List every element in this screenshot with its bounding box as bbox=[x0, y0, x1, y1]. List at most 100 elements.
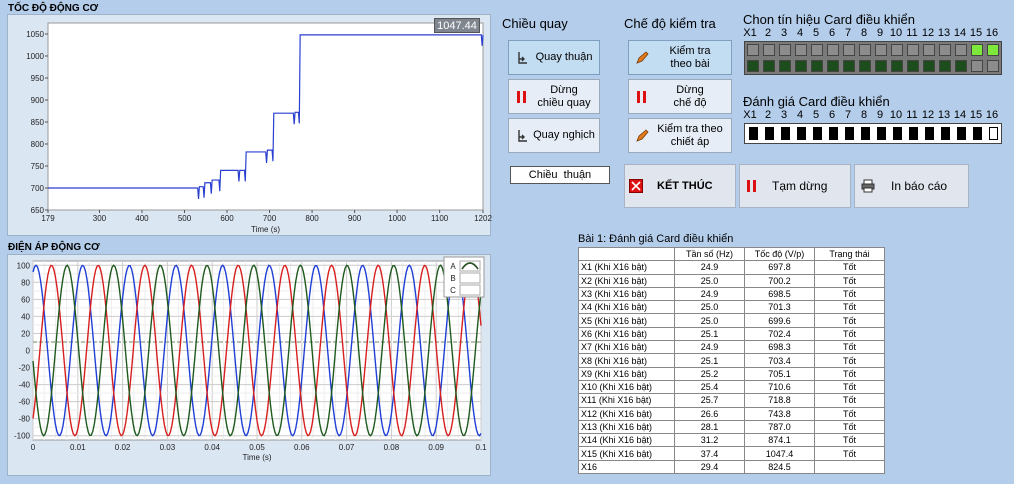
card-select-led[interactable] bbox=[971, 60, 983, 72]
table-row: X2 (Khi X16 bật) 25.0 700.2 Tốt bbox=[578, 273, 885, 288]
card-select-title: Chon tín hiệu Card điều khiển bbox=[743, 12, 916, 27]
card-select-label: 16 bbox=[985, 27, 999, 39]
results-cell: Tốt bbox=[814, 406, 885, 421]
table-row: X13 (Khi X16 bật) 28.1 787.0 Tốt bbox=[578, 419, 885, 435]
card-select-led[interactable] bbox=[987, 44, 999, 56]
stop-mode-label: Dừng chế độ bbox=[673, 83, 707, 109]
print-report-button[interactable]: In báo cáo bbox=[854, 164, 969, 208]
results-cell: Tốt bbox=[814, 300, 885, 315]
card-select-led[interactable] bbox=[747, 60, 759, 72]
results-cell: 705.1 bbox=[744, 366, 815, 381]
table-row: X7 (Khi X16 bật) 24.9 698.3 Tốt bbox=[578, 340, 885, 355]
results-cell: Tốt bbox=[814, 419, 885, 435]
card-select-led[interactable] bbox=[907, 44, 919, 56]
results-cell: Tốt bbox=[814, 326, 885, 342]
card-eval-indicator bbox=[909, 127, 918, 140]
card-select-led[interactable] bbox=[923, 60, 935, 72]
voltage-x-tick-label: 0.09 bbox=[428, 443, 444, 452]
test-by-lesson-button[interactable]: Kiểm tra theo bài bbox=[628, 40, 732, 75]
card-select-led[interactable] bbox=[843, 60, 855, 72]
card-eval-label: 10 bbox=[889, 109, 903, 121]
card-eval-label: 3 bbox=[780, 109, 788, 121]
card-select-led[interactable] bbox=[763, 60, 775, 72]
card-select-led[interactable] bbox=[971, 44, 983, 56]
card-select-led[interactable] bbox=[779, 44, 791, 56]
results-cell: 698.3 bbox=[744, 340, 815, 355]
card-select-led[interactable] bbox=[891, 44, 903, 56]
results-cell: 743.8 bbox=[744, 406, 815, 421]
results-cell: 25.1 bbox=[674, 353, 745, 368]
results-cell: 25.7 bbox=[674, 393, 745, 408]
card-select-led[interactable] bbox=[987, 60, 999, 72]
results-cell: X8 (Khi X16 bật) bbox=[578, 353, 675, 368]
card-select-led[interactable] bbox=[827, 60, 839, 72]
card-select-led[interactable] bbox=[811, 60, 823, 72]
voltage-legend-swatch bbox=[459, 284, 481, 296]
card-select-led[interactable] bbox=[875, 60, 887, 72]
card-eval-indicators bbox=[744, 123, 1002, 144]
card-select-led[interactable] bbox=[763, 44, 775, 56]
card-select-led[interactable] bbox=[955, 44, 967, 56]
speed-x-tick-label: 179 bbox=[41, 214, 55, 223]
pause-icon bbox=[635, 90, 649, 104]
card-eval-indicator bbox=[861, 127, 870, 140]
card-eval-labels: X1 2 3 4 5 6 7 8 9 10 11 12 13 14 15 16 bbox=[743, 109, 1003, 121]
card-select-led[interactable] bbox=[859, 44, 871, 56]
results-cell: 25.0 bbox=[674, 300, 745, 315]
speed-y-tick-label: 1000 bbox=[26, 52, 44, 61]
card-select-led[interactable] bbox=[859, 60, 871, 72]
card-select-led[interactable] bbox=[795, 60, 807, 72]
pause-button[interactable]: Tạm dừng bbox=[739, 164, 851, 208]
table-row: X16 29.4 824.5 bbox=[578, 459, 885, 475]
results-cell: X9 (Khi X16 bật) bbox=[578, 366, 675, 381]
card-select-led[interactable] bbox=[795, 44, 807, 56]
stop-direction-button[interactable]: Dừng chiều quay bbox=[508, 79, 600, 114]
voltage-x-tick-label: 0.08 bbox=[384, 443, 400, 452]
speed-y-tick-label: 650 bbox=[31, 206, 45, 215]
card-select-led[interactable] bbox=[747, 44, 759, 56]
stop-mode-button[interactable]: Dừng chế độ bbox=[628, 79, 732, 114]
reverse-button[interactable]: Quay nghịch bbox=[508, 118, 600, 153]
card-select-led[interactable] bbox=[779, 60, 791, 72]
card-select-label: 14 bbox=[953, 27, 967, 39]
speed-y-tick-label: 1050 bbox=[26, 30, 44, 39]
motor-forward-icon bbox=[515, 51, 529, 65]
speed-x-tick-label: 700 bbox=[263, 214, 277, 223]
speed-chart-svg: 179 300 400 500 600 700 800 900 1000 1100 1202 1050… bbox=[26, 22, 492, 234]
card-select-led[interactable] bbox=[907, 60, 919, 72]
card-eval-indicator bbox=[845, 127, 854, 140]
results-cell: 29.4 bbox=[674, 459, 745, 475]
table-row: X3 (Khi X16 bật) 24.9 698.5 Tốt bbox=[578, 286, 885, 302]
card-eval-indicator bbox=[749, 127, 758, 140]
voltage-x-tick-label: 0.01 bbox=[70, 443, 86, 452]
card-select-led[interactable] bbox=[939, 44, 951, 56]
card-select-led[interactable] bbox=[939, 60, 951, 72]
results-cell: X14 (Khi X16 bật) bbox=[578, 433, 675, 448]
card-eval-indicator bbox=[781, 127, 790, 140]
forward-button[interactable]: Quay thuận bbox=[508, 40, 600, 75]
results-header bbox=[578, 246, 675, 262]
test-by-lesson-label: Kiểm tra theo bài bbox=[669, 44, 711, 70]
results-cell: X6 (Khi X16 bật) bbox=[578, 326, 675, 342]
card-select-led[interactable] bbox=[811, 44, 823, 56]
finish-button[interactable]: KẾT THÚC bbox=[624, 164, 736, 208]
card-select-led[interactable] bbox=[875, 44, 887, 56]
card-select-led[interactable] bbox=[955, 60, 967, 72]
card-select-led[interactable] bbox=[891, 60, 903, 72]
results-cell: 25.2 bbox=[674, 366, 745, 381]
speed-x-tick-label: 1202 bbox=[474, 214, 492, 223]
card-select-led[interactable] bbox=[827, 44, 839, 56]
card-eval-label: 14 bbox=[953, 109, 967, 121]
speed-x-tick-label: 300 bbox=[93, 214, 107, 223]
card-select-label: 6 bbox=[828, 27, 836, 39]
card-select-led[interactable] bbox=[843, 44, 855, 56]
printer-icon bbox=[861, 179, 875, 193]
test-by-pot-button[interactable]: Kiểm tra theo chiết áp bbox=[628, 118, 732, 153]
table-row: X15 (Khi X16 bật) 37.4 1047.4 Tốt bbox=[578, 446, 885, 461]
table-row: X11 (Khi X16 bật) 25.7 718.8 Tốt bbox=[578, 393, 885, 408]
results-cell: X3 (Khi X16 bật) bbox=[578, 286, 675, 302]
results-cell: X11 (Khi X16 bật) bbox=[578, 393, 675, 408]
results-header: Tần số (Hz) bbox=[674, 246, 745, 262]
card-select-led[interactable] bbox=[923, 44, 935, 56]
results-cell: 24.9 bbox=[674, 286, 745, 302]
